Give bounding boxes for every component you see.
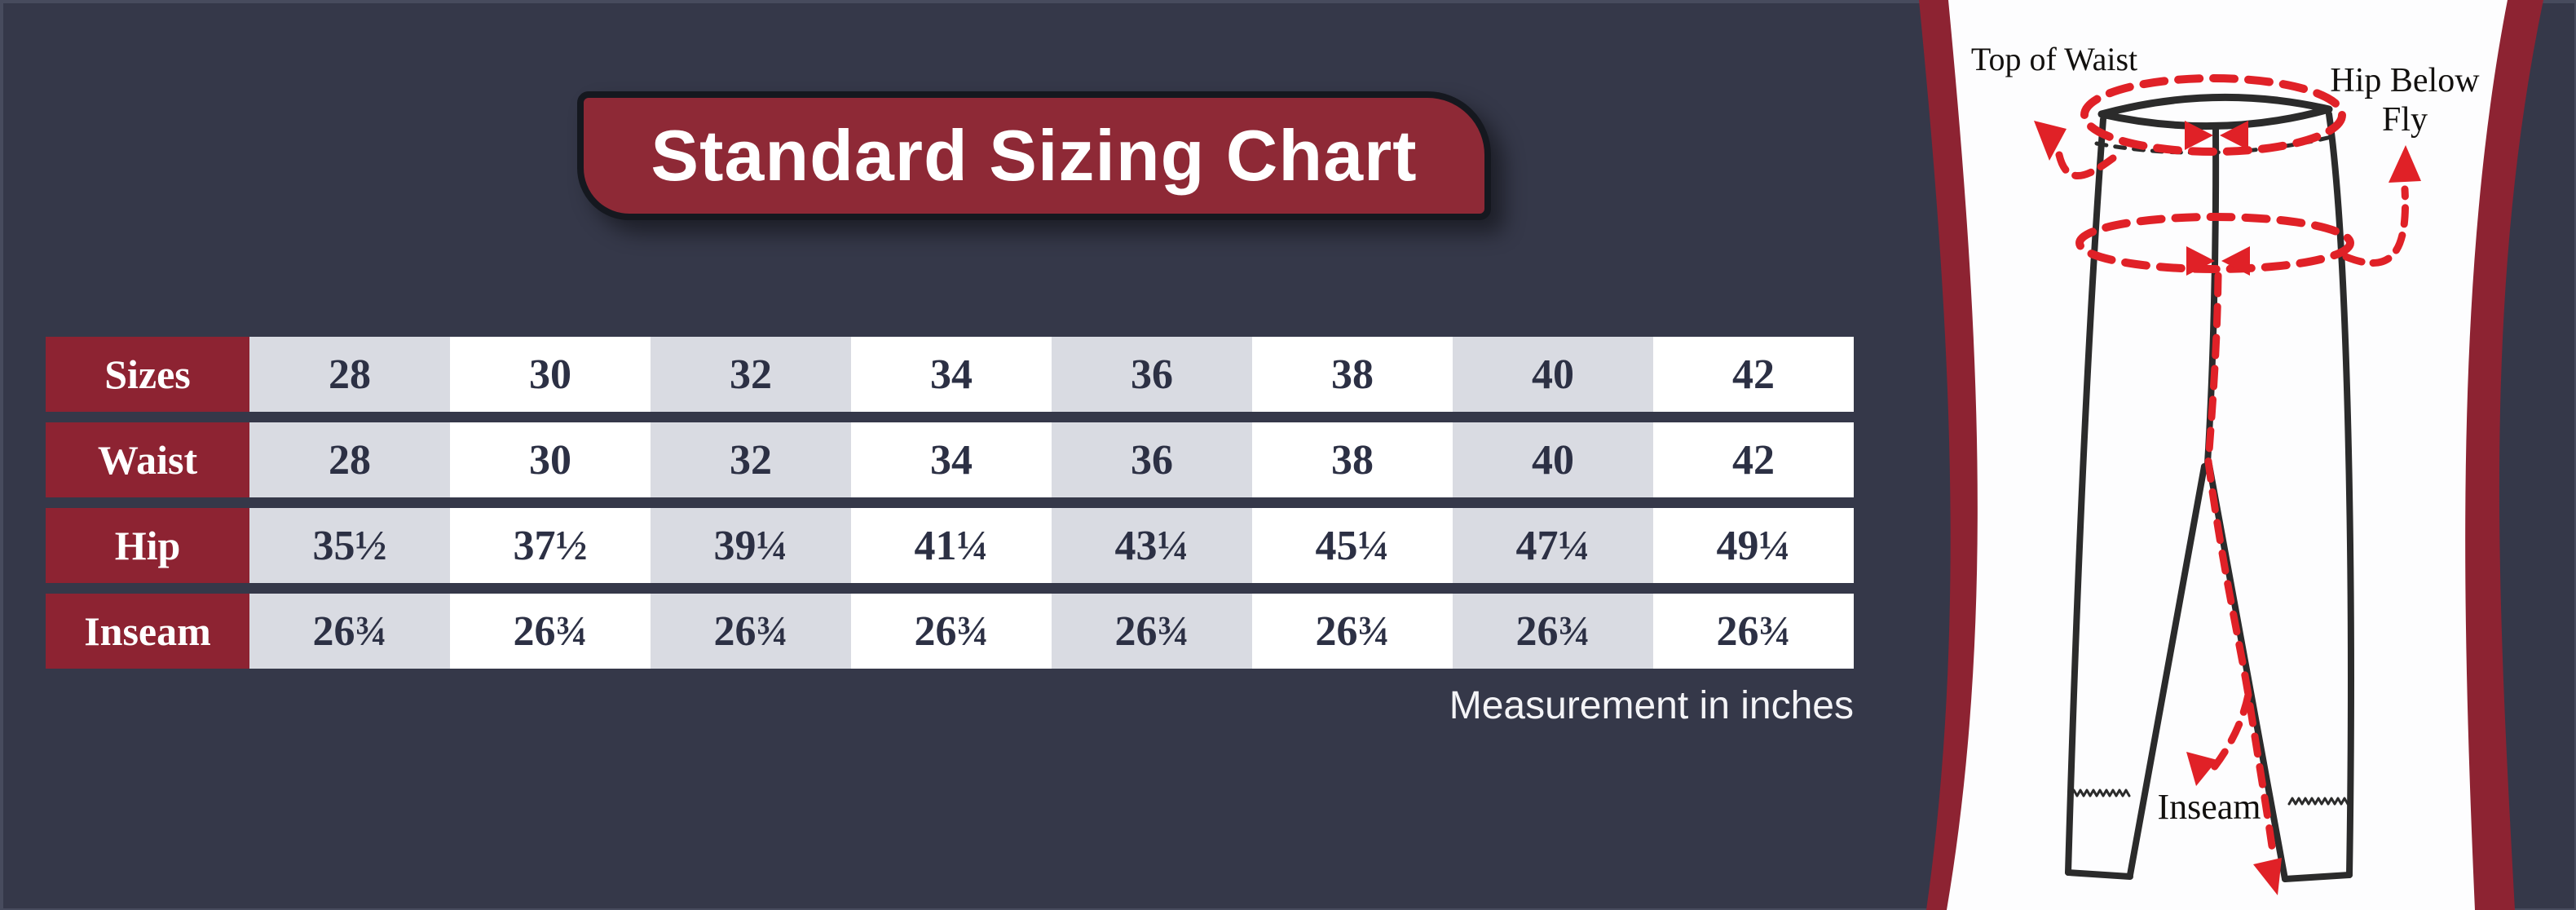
table-cell: 38 bbox=[1252, 422, 1453, 497]
row-header-hip: Hip bbox=[46, 508, 249, 583]
hip-below-fly-pointer-curve bbox=[2342, 185, 2409, 267]
diagram-background bbox=[1947, 0, 2508, 910]
measurement-arrowheads bbox=[2034, 121, 2421, 895]
page-title: Standard Sizing Chart bbox=[651, 115, 1418, 196]
table-cell: 40 bbox=[1453, 422, 1653, 497]
table-cell: 40 bbox=[1453, 337, 1653, 412]
hem-stitching-left bbox=[2069, 789, 2131, 797]
table-cell: 26¾ bbox=[851, 594, 1052, 669]
table-cell: 41¼ bbox=[851, 508, 1052, 583]
sizing-table: Sizes 28 30 32 34 36 38 40 42 Waist 28 3… bbox=[46, 337, 1854, 679]
hip-arrow-left-icon bbox=[2186, 246, 2215, 276]
table-row-waist: Waist 28 30 32 34 36 38 40 42 bbox=[46, 422, 1854, 497]
inseam-label-arrow-icon bbox=[2186, 752, 2217, 786]
table-cell: 26¾ bbox=[1052, 594, 1252, 669]
table-cell: 47¼ bbox=[1453, 508, 1653, 583]
table-cell: 42 bbox=[1653, 337, 1854, 412]
inseam-label: Inseam bbox=[2157, 787, 2261, 827]
table-cell: 28 bbox=[249, 337, 450, 412]
table-row-sizes: Sizes 28 30 32 34 36 38 40 42 bbox=[46, 337, 1854, 412]
units-note: Measurement in inches bbox=[1449, 684, 1854, 727]
table-cell: 49¼ bbox=[1653, 508, 1854, 583]
table-cell: 26¾ bbox=[651, 594, 851, 669]
table-cell: 37½ bbox=[450, 508, 651, 583]
hip-measure-ellipse bbox=[2075, 213, 2354, 273]
table-cell: 30 bbox=[450, 337, 651, 412]
table-cell: 35½ bbox=[249, 508, 450, 583]
top-of-waist-label: Top of Waist bbox=[1971, 41, 2137, 77]
waist-arrow-right-icon bbox=[2220, 121, 2248, 150]
pants-measurement-diagram: Top of Waist Hip Below Fly Inseam bbox=[1919, 0, 2543, 910]
row-header-sizes: Sizes bbox=[46, 337, 249, 412]
table-cell: 26¾ bbox=[1453, 594, 1653, 669]
title-badge: Standard Sizing Chart bbox=[577, 91, 1491, 220]
table-cell: 36 bbox=[1052, 337, 1252, 412]
table-row-inseam: Inseam 26¾ 26¾ 26¾ 26¾ 26¾ 26¾ 26¾ 26¾ bbox=[46, 594, 1854, 669]
table-cell: 38 bbox=[1252, 337, 1453, 412]
table-cell: 32 bbox=[651, 337, 851, 412]
table-cell: 26¾ bbox=[1252, 594, 1453, 669]
table-cell: 34 bbox=[851, 422, 1052, 497]
inseam-bottom-arrow-icon bbox=[2253, 858, 2282, 895]
table-cell: 32 bbox=[651, 422, 851, 497]
row-header-waist: Waist bbox=[46, 422, 249, 497]
table-cell: 43¼ bbox=[1052, 508, 1252, 583]
row-header-inseam: Inseam bbox=[46, 594, 249, 669]
table-cell: 45¼ bbox=[1252, 508, 1453, 583]
table-cell: 42 bbox=[1653, 422, 1854, 497]
hem-stitching-right bbox=[2287, 797, 2349, 806]
waist-arrow-left-icon bbox=[2185, 121, 2213, 150]
table-cell: 34 bbox=[851, 337, 1052, 412]
table-cell: 30 bbox=[450, 422, 651, 497]
measurement-marks bbox=[2055, 74, 2409, 862]
table-cell: 26¾ bbox=[249, 594, 450, 669]
table-row-hip: Hip 35½ 37½ 39¼ 41¼ 43¼ 45¼ 47¼ 49¼ bbox=[46, 508, 1854, 583]
table-cell: 26¾ bbox=[450, 594, 651, 669]
hip-below-fly-label-line1: Hip Below bbox=[2330, 62, 2480, 99]
table-cell: 39¼ bbox=[651, 508, 851, 583]
top-of-waist-arrow-icon bbox=[2034, 121, 2067, 161]
inseam-pointer-branch bbox=[2210, 691, 2252, 771]
top-of-waist-pointer-curve bbox=[2055, 151, 2117, 179]
hip-below-fly-arrow-icon bbox=[2389, 145, 2421, 183]
hip-arrow-right-icon bbox=[2221, 246, 2250, 276]
waist-measure-ellipse bbox=[2080, 74, 2346, 156]
table-cell: 36 bbox=[1052, 422, 1252, 497]
hip-below-fly-label-line2: Fly bbox=[2382, 101, 2428, 139]
inseam-measure-line bbox=[2204, 272, 2278, 862]
table-cell: 26¾ bbox=[1653, 594, 1854, 669]
table-cell: 28 bbox=[249, 422, 450, 497]
